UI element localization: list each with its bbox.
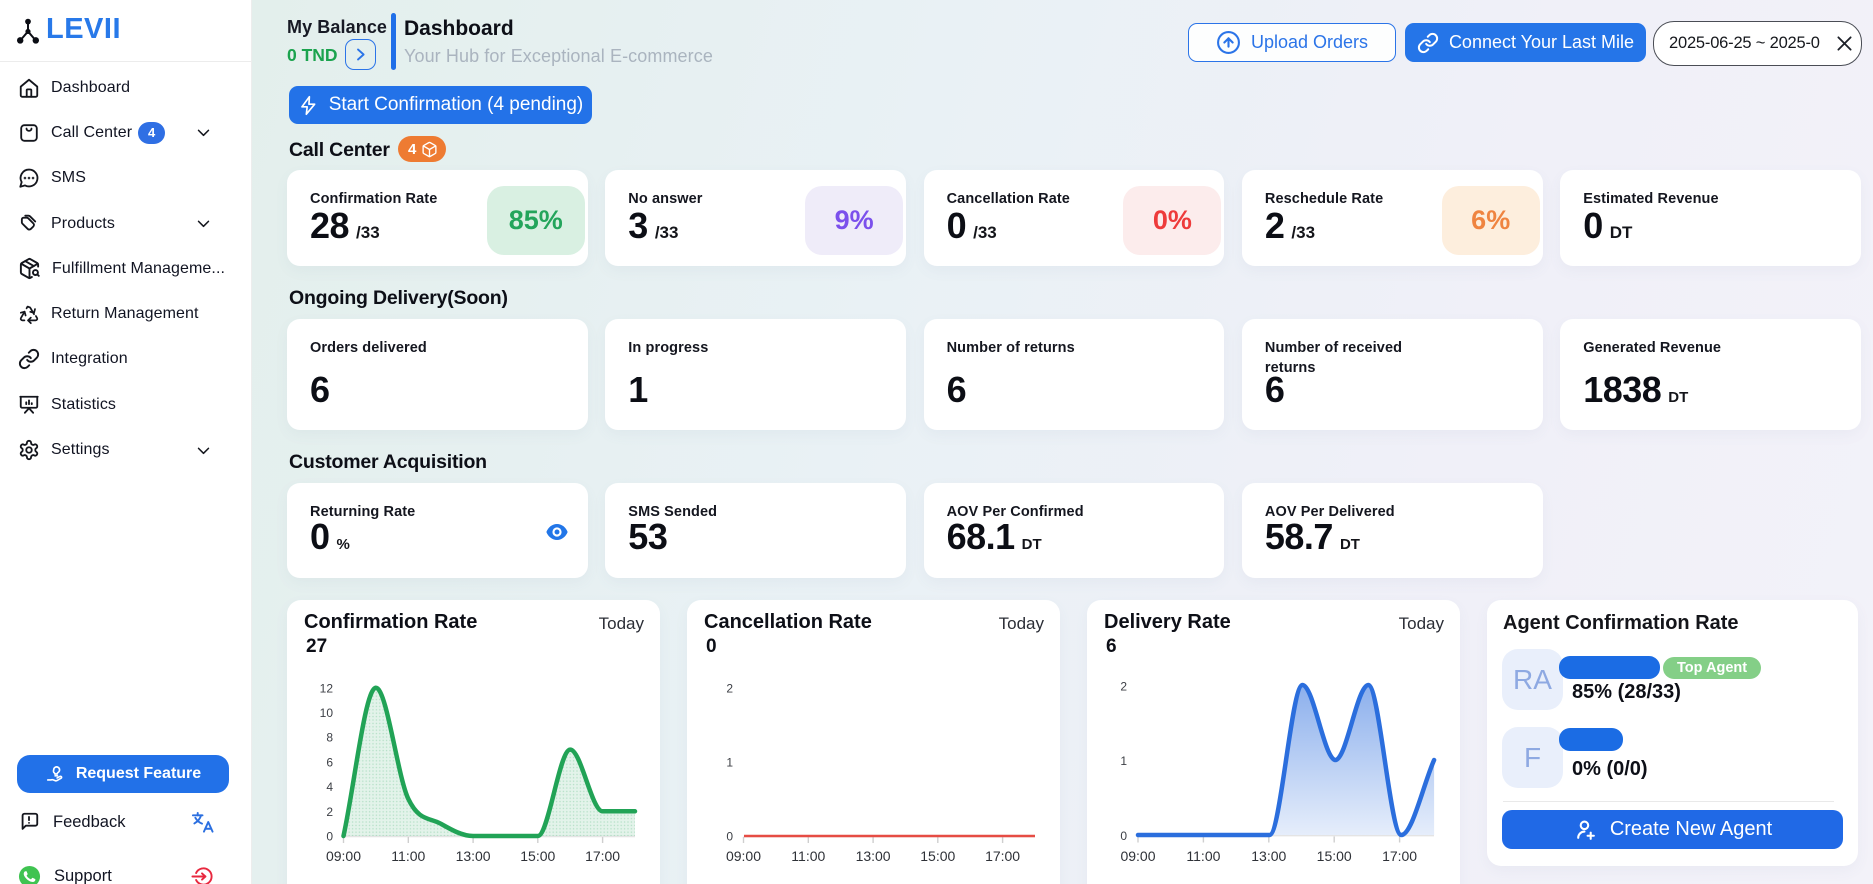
svg-text:09:00: 09:00 (1120, 848, 1155, 864)
svg-text:2: 2 (1120, 679, 1127, 693)
svg-text:8: 8 (326, 731, 333, 745)
svg-text:15:00: 15:00 (920, 848, 955, 864)
svg-text:09:00: 09:00 (726, 848, 761, 864)
svg-text:17:00: 17:00 (1382, 848, 1417, 864)
svg-text:0: 0 (326, 830, 333, 844)
svg-text:10: 10 (320, 706, 334, 720)
svg-text:0: 0 (1120, 829, 1127, 843)
svg-text:13:00: 13:00 (856, 848, 891, 864)
svg-text:1: 1 (726, 755, 733, 769)
svg-text:2: 2 (726, 681, 733, 695)
svg-text:1: 1 (1120, 754, 1127, 768)
svg-text:2: 2 (326, 805, 333, 819)
svg-text:15:00: 15:00 (1317, 848, 1352, 864)
svg-text:13:00: 13:00 (1251, 848, 1286, 864)
svg-text:11:00: 11:00 (391, 848, 425, 864)
svg-text:12: 12 (320, 681, 334, 695)
svg-text:11:00: 11:00 (791, 848, 825, 864)
svg-text:17:00: 17:00 (585, 848, 620, 864)
svg-text:17:00: 17:00 (985, 848, 1020, 864)
svg-text:13:00: 13:00 (456, 848, 491, 864)
svg-text:4: 4 (326, 780, 333, 794)
svg-text:15:00: 15:00 (520, 848, 555, 864)
svg-text:0: 0 (726, 830, 733, 844)
svg-text:6: 6 (326, 755, 333, 769)
svg-text:09:00: 09:00 (326, 848, 361, 864)
svg-text:11:00: 11:00 (1186, 848, 1220, 864)
